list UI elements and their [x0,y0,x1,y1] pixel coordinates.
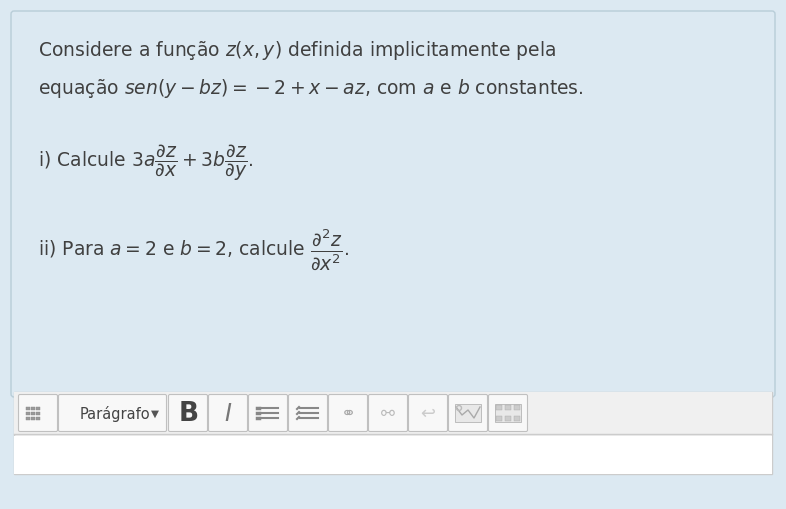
FancyBboxPatch shape [58,394,167,432]
Text: Considere a função $z(x, y)$ definida implicitamente pela: Considere a função $z(x, y)$ definida im… [38,38,556,62]
Bar [26,407,30,410]
FancyBboxPatch shape [369,394,407,432]
Bar [455,404,481,422]
Text: i) Calcule $3a\dfrac{\partial z}{\partial x} + 3b\dfrac{\partial z}{\partial y}$: i) Calcule $3a\dfrac{\partial z}{\partia… [38,143,254,183]
Bar [36,407,39,410]
Bar [496,405,502,410]
Text: Parágrafo: Parágrafo [80,405,151,421]
FancyBboxPatch shape [409,394,447,432]
Bar [36,417,39,420]
Bar [514,405,520,410]
Bar [505,405,511,410]
Text: ⚭: ⚭ [340,404,355,422]
FancyBboxPatch shape [19,394,57,432]
FancyBboxPatch shape [288,394,328,432]
Bar [26,412,30,415]
Bar [31,407,35,410]
Text: ▼: ▼ [151,408,159,418]
FancyBboxPatch shape [11,12,775,397]
Text: $\mathit{I}$: $\mathit{I}$ [224,401,232,425]
Bar [36,412,39,415]
Bar [31,412,35,415]
Bar [14,436,772,474]
FancyBboxPatch shape [168,394,208,432]
Bar [26,417,30,420]
Bar [14,392,772,434]
FancyBboxPatch shape [449,394,487,432]
FancyBboxPatch shape [208,394,248,432]
Bar [31,417,35,420]
FancyBboxPatch shape [248,394,288,432]
Bar [495,404,521,422]
Text: equação $\mathit{sen}(y - bz) = -2 + x - az$, com $a$ e $b$ constantes.: equação $\mathit{sen}(y - bz) = -2 + x -… [38,76,583,99]
Text: ↩: ↩ [421,404,435,422]
Bar [505,416,511,421]
FancyBboxPatch shape [329,394,368,432]
FancyBboxPatch shape [489,394,527,432]
Text: ⚯: ⚯ [381,404,395,422]
Text: $\mathbf{B}$: $\mathbf{B}$ [178,400,198,426]
Text: ii) Para $a = 2$ e $b = 2$, calcule $\dfrac{\partial^2 z}{\partial x^2}$.: ii) Para $a = 2$ e $b = 2$, calcule $\df… [38,227,349,272]
Bar [496,416,502,421]
Bar [514,416,520,421]
FancyBboxPatch shape [14,392,772,474]
